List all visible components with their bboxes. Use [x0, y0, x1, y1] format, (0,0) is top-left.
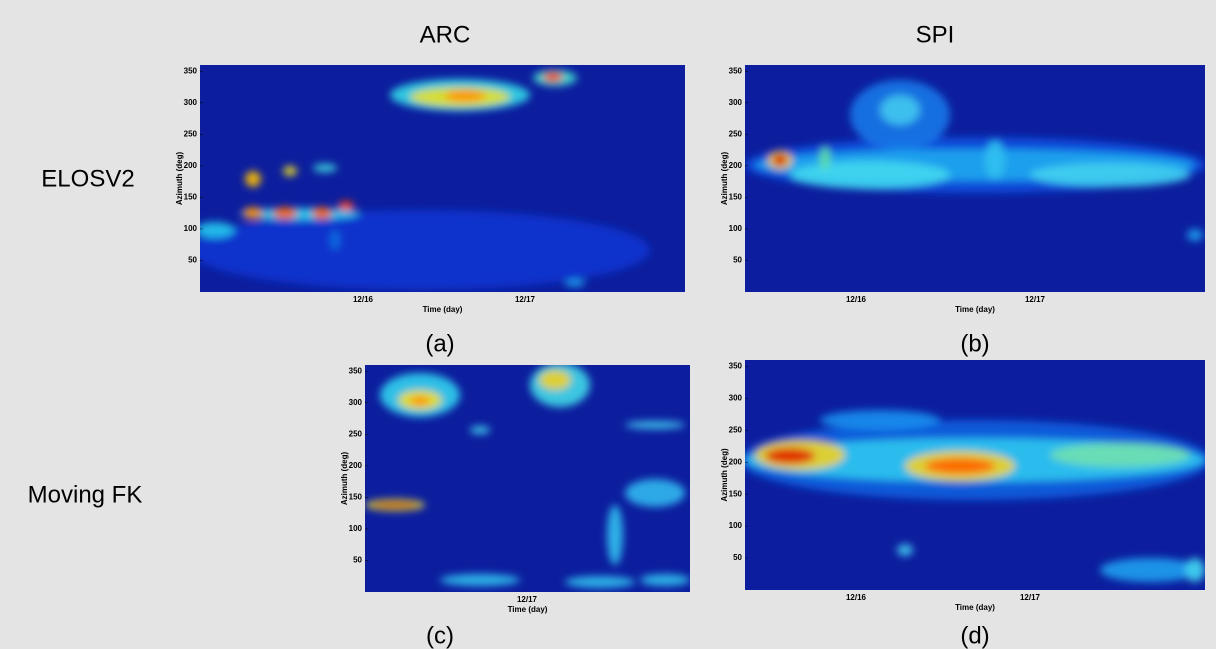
y-axis-label: Azimuth (deg)	[720, 152, 729, 206]
panel-label: (c)	[426, 622, 454, 649]
panel-label: (a)	[425, 330, 454, 357]
heat-spot	[790, 161, 950, 189]
row-title: ELOSV2	[41, 165, 134, 192]
y-tick-label: 200	[184, 161, 198, 170]
x-axis-label: Time (day)	[508, 605, 548, 614]
heat-spot	[245, 171, 261, 187]
y-tick-label: 250	[349, 429, 363, 438]
heat-spot	[925, 458, 995, 474]
heat-image	[745, 80, 1205, 241]
heat-spot	[200, 222, 235, 238]
y-tick-label: 350	[349, 366, 363, 375]
y-tick-label: 200	[349, 461, 363, 470]
heat-spot	[313, 164, 337, 172]
heat-spot	[1100, 558, 1200, 582]
heat-spot	[440, 574, 520, 586]
y-tick-label: 150	[349, 493, 363, 502]
heatmap-panel	[365, 365, 690, 592]
heat-spot	[338, 201, 354, 211]
x-tick-label: 12/16	[353, 295, 374, 304]
y-axis-label: Azimuth (deg)	[175, 152, 184, 206]
panel-label: (d)	[960, 622, 989, 649]
y-tick-label: 250	[729, 129, 743, 138]
heat-spot	[625, 479, 685, 507]
y-tick-label: 300	[729, 98, 743, 107]
y-tick-label: 50	[733, 553, 742, 562]
heat-spot	[330, 230, 340, 250]
y-tick-label: 300	[349, 398, 363, 407]
y-axis-label: Azimuth (deg)	[720, 448, 729, 502]
x-tick-label: 12/17	[515, 295, 536, 304]
heatmap-panel	[745, 360, 1205, 590]
heatmap-panel	[745, 65, 1205, 292]
y-tick-label: 350	[184, 66, 198, 75]
heat-spot	[625, 421, 685, 429]
y-tick-label: 50	[353, 556, 362, 565]
heat-spot	[539, 370, 571, 390]
heat-spot	[565, 279, 585, 287]
heat-spot	[543, 72, 563, 82]
y-tick-label: 50	[188, 256, 197, 265]
y-tick-label: 200	[729, 161, 743, 170]
y-tick-label: 250	[729, 425, 743, 434]
heat-spot	[985, 140, 1005, 180]
heat-spot	[820, 410, 940, 430]
heat-spot	[607, 505, 623, 565]
heat-image	[200, 70, 650, 290]
heat-spot	[312, 207, 332, 219]
heat-spot	[200, 210, 650, 290]
y-tick-label: 150	[729, 193, 743, 202]
heat-spot	[1187, 229, 1203, 241]
y-tick-label: 100	[729, 521, 743, 530]
y-tick-label: 150	[184, 193, 198, 202]
y-tick-label: 350	[729, 361, 743, 370]
x-axis-label: Time (day)	[423, 305, 463, 314]
heat-spot	[273, 207, 297, 219]
y-tick-label: 100	[184, 224, 198, 233]
y-axis-label: Azimuth (deg)	[340, 452, 349, 506]
x-axis-label: Time (day)	[955, 603, 995, 612]
heat-spot	[1050, 443, 1190, 467]
y-tick-label: 100	[729, 224, 743, 233]
heat-spot	[1185, 558, 1205, 582]
x-tick-label: 12/16	[846, 295, 867, 304]
heat-spot	[371, 502, 419, 508]
heat-spot	[773, 154, 787, 166]
y-tick-label: 300	[729, 393, 743, 402]
x-axis-label: Time (day)	[955, 305, 995, 314]
y-tick-label: 150	[729, 489, 743, 498]
y-tick-label: 50	[733, 256, 742, 265]
y-tick-label: 300	[184, 98, 198, 107]
column-title: SPI	[916, 21, 955, 48]
x-tick-label: 12/16	[846, 593, 867, 602]
heat-spot	[445, 90, 485, 102]
heat-spot	[283, 166, 297, 176]
heat-spot	[765, 448, 815, 464]
heat-spot	[880, 95, 920, 125]
heat-spot	[640, 574, 690, 586]
y-tick-label: 100	[349, 524, 363, 533]
y-tick-label: 200	[729, 457, 743, 466]
row-title: Moving FK	[28, 481, 143, 508]
heat-spot	[565, 576, 635, 588]
heat-spot	[243, 207, 263, 219]
heat-spot	[897, 544, 913, 556]
y-tick-label: 250	[184, 129, 198, 138]
heat-spot	[410, 396, 430, 406]
heat-image	[745, 410, 1205, 582]
heat-spot	[470, 426, 490, 434]
heatmap-panel	[200, 65, 685, 292]
x-tick-label: 12/17	[1025, 295, 1046, 304]
panel-label: (b)	[960, 330, 989, 357]
y-tick-label: 350	[729, 66, 743, 75]
heat-image	[365, 365, 690, 588]
x-tick-label: 12/17	[1020, 593, 1041, 602]
x-tick-label: 12/17	[517, 595, 538, 604]
column-title: ARC	[420, 21, 471, 48]
heat-spot	[1030, 163, 1190, 187]
heat-spot	[820, 146, 830, 170]
